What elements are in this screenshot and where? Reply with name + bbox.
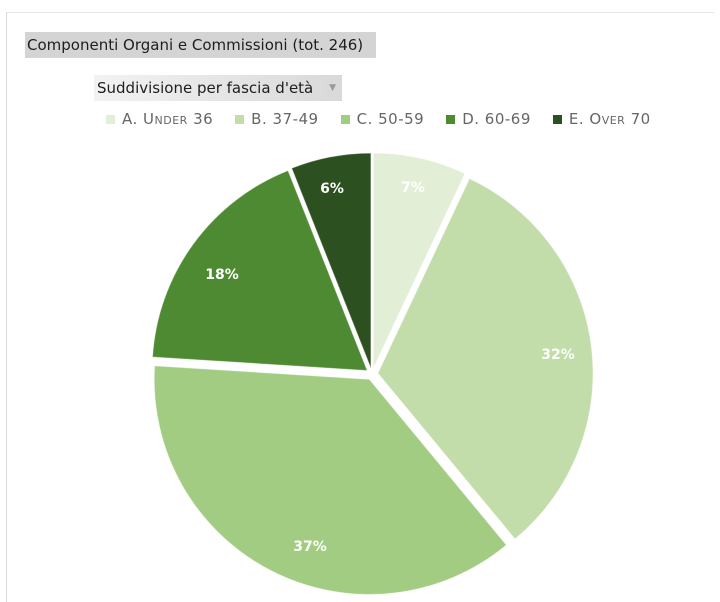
legend-item: A. Under 36 bbox=[106, 110, 213, 128]
legend-swatch bbox=[235, 114, 245, 124]
legend: A. Under 36 B. 37-49 C. 50-59 D. 60-69 E… bbox=[106, 108, 651, 130]
pie-slice bbox=[372, 152, 466, 369]
legend-swatch bbox=[340, 114, 350, 124]
filter-dropdown-label: Suddivisione per fascia d'età bbox=[97, 79, 314, 97]
legend-swatch bbox=[552, 114, 562, 124]
legend-item: C. 50-59 bbox=[340, 110, 425, 128]
legend-label: A. Under 36 bbox=[122, 110, 214, 128]
pie-slice bbox=[377, 178, 594, 540]
legend-item: E. Over 70 bbox=[552, 110, 651, 128]
slice-data-label: 7% bbox=[401, 180, 425, 196]
legend-label: C. 50-59 bbox=[356, 110, 425, 128]
legend-swatch bbox=[106, 114, 115, 124]
pie-slice bbox=[153, 365, 508, 595]
slice-data-label: 37% bbox=[293, 539, 327, 555]
chevron-down-icon[interactable]: ▼ bbox=[329, 83, 336, 93]
chart-area bbox=[6, 12, 714, 602]
slice-data-label: 6% bbox=[320, 181, 344, 197]
pie-slice bbox=[152, 169, 368, 372]
legend-swatch bbox=[446, 114, 456, 124]
chart-title: Componenti Organi e Commissioni (tot. 24… bbox=[25, 32, 376, 58]
filter-dropdown[interactable]: Suddivisione per fascia d'età ▼ bbox=[94, 75, 342, 101]
pie-slice bbox=[291, 152, 372, 369]
legend-label: E. Over 70 bbox=[568, 110, 651, 128]
legend-item: B. 37-49 bbox=[235, 110, 318, 128]
legend-label: D. 60-69 bbox=[462, 110, 531, 128]
slice-data-label: 18% bbox=[205, 267, 239, 283]
legend-label: B. 37-49 bbox=[251, 110, 319, 128]
legend-item: D. 60-69 bbox=[446, 110, 531, 128]
slice-data-label: 32% bbox=[541, 347, 575, 363]
